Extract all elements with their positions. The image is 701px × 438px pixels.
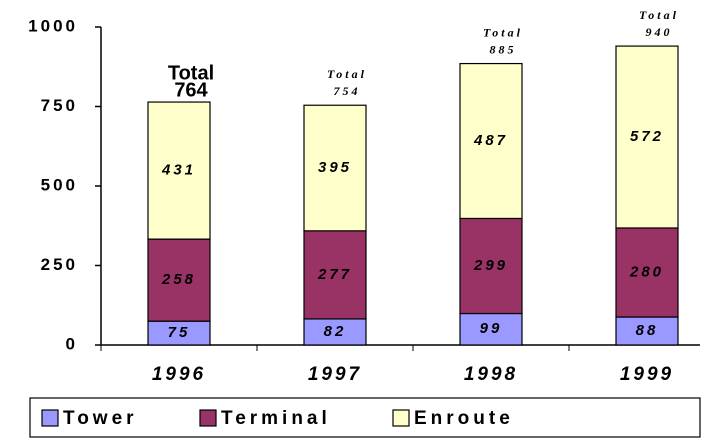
total-value: 940 [646,25,673,39]
bar-segment [459,217,523,315]
bar-segment [147,238,211,322]
value-label: 258 [161,271,196,288]
legend-label: Terminal [221,408,331,429]
bar-segment [147,101,211,240]
total-value: 754 [334,84,361,98]
value-label: 280 [629,263,664,280]
bar-segment [615,227,679,318]
y-tick-label: 500 [41,175,78,194]
total-value: 885 [490,42,517,56]
value-label: 88 [636,322,659,339]
x-tick-label: 1998 [464,364,518,385]
y-tick-label: 1000 [28,16,78,35]
bar-segment [303,104,367,232]
value-label: 75 [168,324,191,341]
bar-segment [459,312,523,346]
total-word: Total [639,8,679,22]
value-label: 99 [480,320,503,337]
x-tick-label: 1996 [152,364,206,385]
bar-segment [615,316,679,346]
total-word: Total [327,67,367,81]
total-value: 764 [174,79,208,101]
y-tick-label: 0 [66,334,78,353]
bar-segment [615,45,679,229]
value-label: 487 [473,132,508,149]
value-label: 572 [630,128,664,145]
legend-box [29,397,701,438]
bar-segment [459,62,523,220]
legend-swatch [199,409,217,427]
legend-label: Enroute [414,408,514,429]
total-word: Total [483,25,523,39]
x-tick-label: 1999 [620,364,674,385]
x-tick-label: 1997 [308,364,362,385]
legend-label: Tower [63,408,138,429]
value-label: 82 [324,323,347,340]
value-label: 299 [473,257,508,274]
y-tick-label: 750 [41,96,78,115]
y-tick-label: 250 [41,255,78,274]
value-label: 277 [317,266,352,283]
legend-swatch [41,409,59,427]
value-label: 431 [161,162,196,179]
value-label: 395 [318,159,352,176]
legend-swatch [392,409,410,427]
total-word: Total [168,62,214,84]
